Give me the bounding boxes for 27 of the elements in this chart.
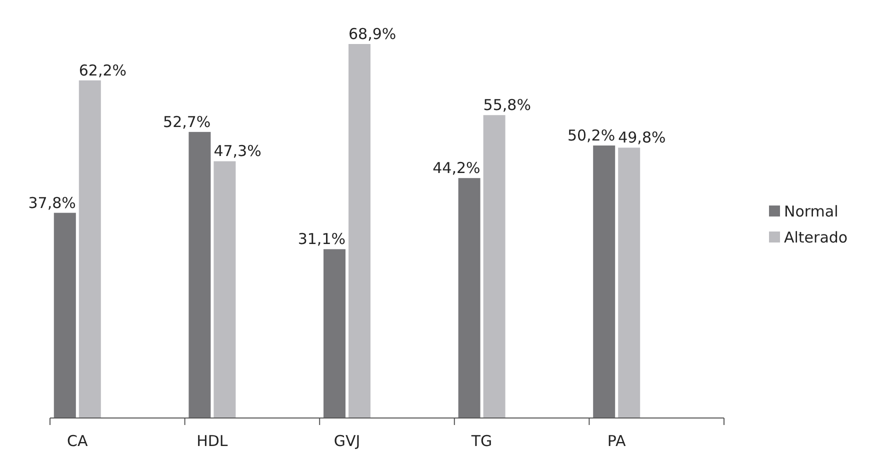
bar xyxy=(54,212,76,418)
data-label: 52,7% xyxy=(163,112,211,131)
bar xyxy=(458,178,480,418)
data-label: 31,1% xyxy=(298,230,346,248)
bar xyxy=(188,132,211,418)
x-tick-label: PA xyxy=(607,432,627,450)
bar xyxy=(483,115,506,418)
bar xyxy=(214,161,236,418)
data-label: 49,8% xyxy=(618,128,666,147)
bar xyxy=(78,80,101,418)
x-tick-label: GVJ xyxy=(334,432,360,450)
data-label: 55,8% xyxy=(483,96,531,114)
legend-label: Alterado xyxy=(784,228,848,246)
data-label: 37,8% xyxy=(28,194,76,212)
data-label: 47,3% xyxy=(214,142,262,160)
bar xyxy=(348,44,370,418)
data-label: 50,2% xyxy=(567,126,616,145)
data-label: 68,9% xyxy=(348,25,396,43)
x-tick-label: HDL xyxy=(196,432,228,450)
bar xyxy=(593,146,616,418)
data-label: 44,2% xyxy=(432,159,480,178)
bar xyxy=(324,249,346,418)
x-tick-label: TG xyxy=(470,432,492,450)
data-label: 62,2% xyxy=(78,61,127,80)
legend-label: Normal xyxy=(784,202,838,220)
x-tick-label: CA xyxy=(67,432,88,450)
bar xyxy=(618,148,640,418)
